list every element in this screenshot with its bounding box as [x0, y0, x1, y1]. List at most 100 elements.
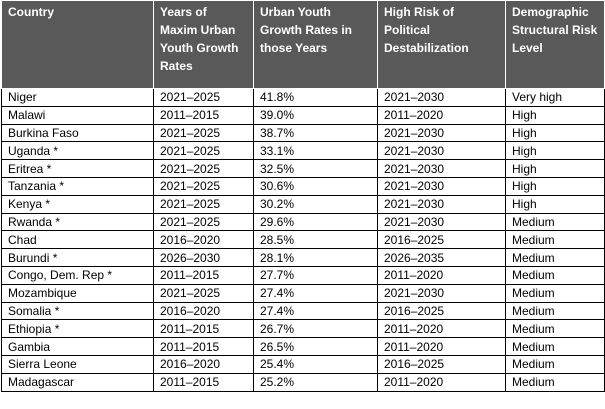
table-row: Sierra Leone 2016–2020 25.4% 2016–2025 Mediu… — [1, 354, 605, 374]
political-risk-cell: 2011–2020 — [377, 265, 506, 285]
table-row: Somalia * 2016–2020 27.4% 2016–2025 Medium — [1, 301, 605, 321]
years-cell: 2021–2025 — [153, 159, 254, 178]
table-row: Gambia 2011–2015 26.5% 2011–2020 Medium — [1, 337, 605, 356]
political-risk-cell: 2016–2025 — [377, 301, 506, 321]
risk-level-cell: Medium — [505, 372, 605, 392]
country-cell: Sierra Leone — [1, 354, 154, 374]
column-header-growth-rate: Urban Youth Growth Rates in those Years — [253, 0, 378, 89]
column-header-political-risk: High Risk of Political Destabilization — [377, 0, 506, 89]
country-cell: Eritrea * — [1, 159, 154, 178]
table-row: Tanzania * 2021–2025 30.6% 2021–2030 High — [1, 176, 605, 196]
years-cell: 2011–2015 — [153, 319, 254, 339]
political-risk-cell: 2011–2020 — [377, 105, 506, 125]
years-cell: 2016–2020 — [153, 301, 254, 321]
risk-level-cell: High — [505, 194, 605, 214]
table-row: Chad 2016–2020 28.5% 2016–2025 Medium — [1, 230, 605, 250]
growth-rate-cell: 26.7% — [253, 319, 378, 339]
table-row: Rwanda * 2021–2025 29.6% 2021–2030 Medium — [1, 212, 605, 232]
country-cell: Somalia * — [1, 301, 154, 321]
political-risk-cell: 2021–2030 — [377, 159, 506, 178]
growth-rate-cell: 28.5% — [253, 230, 378, 250]
country-cell: Rwanda * — [1, 212, 154, 232]
country-cell: Uganda * — [1, 141, 154, 161]
table-row: Eritrea * 2021–2025 32.5% 2021–2030 High — [1, 159, 605, 178]
column-header-country: Country — [1, 0, 154, 89]
political-risk-cell: 2021–2030 — [377, 212, 506, 232]
growth-rate-cell: 39.0% — [253, 105, 378, 125]
political-risk-cell: 2021–2030 — [377, 176, 506, 196]
political-risk-cell: 2021–2030 — [377, 283, 506, 303]
political-risk-cell: 2021–2030 — [377, 141, 506, 161]
header-row: Country Years of Maxim Urban Youth Growth… — [1, 0, 605, 89]
political-risk-cell: 2011–2020 — [377, 319, 506, 339]
risk-level-cell: High — [505, 123, 605, 143]
political-risk-cell: 2021–2030 — [377, 88, 506, 107]
political-risk-cell: 2026–2035 — [377, 248, 506, 267]
years-cell: 2016–2020 — [153, 354, 254, 374]
table-row: Mozambique 2021–2025 27.4% 2021–2030 Medium — [1, 283, 605, 303]
years-cell: 2021–2025 — [153, 194, 254, 214]
table-row: Burkina Faso 2021–2025 38.7% 2021–2030 High — [1, 123, 605, 143]
risk-level-cell: Medium — [505, 212, 605, 232]
growth-rate-cell: 38.7% — [253, 123, 378, 143]
growth-rate-cell: 28.1% — [253, 248, 378, 267]
growth-rate-cell: 27.7% — [253, 265, 378, 285]
country-cell: Madagascar — [1, 372, 154, 392]
growth-rate-cell: 29.6% — [253, 212, 378, 232]
years-cell: 2011–2015 — [153, 265, 254, 285]
political-risk-cell: 2021–2030 — [377, 123, 506, 143]
years-cell: 2021–2025 — [153, 212, 254, 232]
growth-rate-cell: 25.4% — [253, 354, 378, 374]
political-risk-cell: 2011–2020 — [377, 372, 506, 392]
risk-level-cell: Medium — [505, 319, 605, 339]
risk-level-cell: Medium — [505, 354, 605, 374]
table-row: Kenya * 2021–2025 30.2% 2021–2030 High — [1, 194, 605, 214]
years-cell: 2021–2025 — [153, 123, 254, 143]
growth-rate-cell: 27.4% — [253, 283, 378, 303]
political-risk-cell: 2016–2025 — [377, 230, 506, 250]
growth-rate-cell: 41.8% — [253, 88, 378, 107]
country-cell: Congo, Dem. Rep * — [1, 265, 154, 285]
growth-rate-cell: 33.1% — [253, 141, 378, 161]
years-cell: 2021–2025 — [153, 283, 254, 303]
country-cell: Chad — [1, 230, 154, 250]
table-row: Madagascar 2011–2015 25.2% 2011–2020 Medium — [1, 372, 605, 392]
risk-level-cell: Medium — [505, 230, 605, 250]
political-risk-cell: 2021–2030 — [377, 194, 506, 214]
political-risk-cell: 2016–2025 — [377, 354, 506, 374]
column-header-years: Years of Maxim Urban Youth Growth Rates — [153, 0, 254, 89]
risk-level-cell: High — [505, 176, 605, 196]
table-row: Uganda * 2021–2025 33.1% 2021–2030 High — [1, 141, 605, 161]
risk-level-cell: High — [505, 141, 605, 161]
years-cell: 2016–2020 — [153, 230, 254, 250]
growth-rate-cell: 30.2% — [253, 194, 378, 214]
risk-level-cell: Medium — [505, 337, 605, 356]
table-row: Malawi 2011–2015 39.0% 2011–2020 High — [1, 105, 605, 125]
risk-level-cell: Medium — [505, 283, 605, 303]
growth-rate-cell: 25.2% — [253, 372, 378, 392]
growth-rate-cell: 30.6% — [253, 176, 378, 196]
years-cell: 2021–2025 — [153, 88, 254, 107]
country-cell: Burkina Faso — [1, 123, 154, 143]
country-cell: Gambia — [1, 337, 154, 356]
risk-level-cell: High — [505, 105, 605, 125]
political-risk-cell: 2011–2020 — [377, 337, 506, 356]
risk-level-cell: Very high — [505, 88, 605, 107]
growth-rate-cell: 26.5% — [253, 337, 378, 356]
country-cell: Burundi * — [1, 248, 154, 267]
growth-rate-cell: 27.4% — [253, 301, 378, 321]
country-cell: Tanzania * — [1, 176, 154, 196]
risk-table: Country Years of Maxim Urban Youth Growth… — [1, 0, 605, 392]
column-header-risk-level: Demographic Structural Risk Level — [505, 0, 605, 89]
risk-level-cell: Medium — [505, 301, 605, 321]
years-cell: 2021–2025 — [153, 176, 254, 196]
growth-rate-cell: 32.5% — [253, 159, 378, 178]
years-cell: 2021–2025 — [153, 141, 254, 161]
table-row: Niger 2021–2025 41.8% 2021–2030 Very high — [1, 88, 605, 107]
country-cell: Niger — [1, 88, 154, 107]
table-row: Ethiopia * 2011–2015 26.7% 2011–2020 Medium — [1, 319, 605, 339]
years-cell: 2011–2015 — [153, 337, 254, 356]
risk-level-cell: Medium — [505, 265, 605, 285]
years-cell: 2026–2030 — [153, 248, 254, 267]
country-cell: Mozambique — [1, 283, 154, 303]
